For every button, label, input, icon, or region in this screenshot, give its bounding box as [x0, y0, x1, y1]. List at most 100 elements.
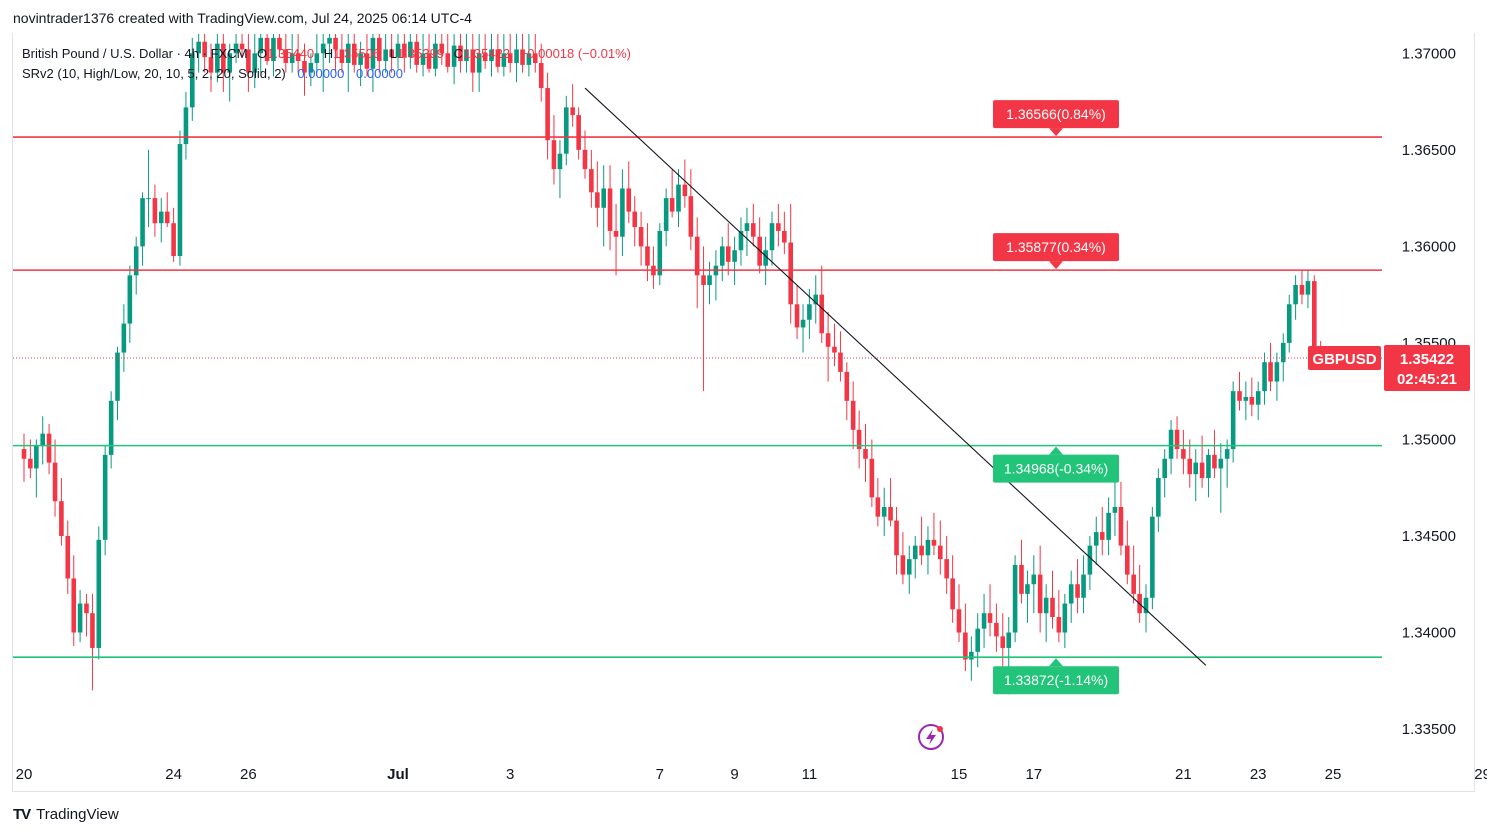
legend-open-label: O [257, 46, 268, 61]
candle-body [408, 41, 413, 58]
candle [757, 217, 762, 274]
candle-body [800, 319, 806, 328]
candle-body [377, 37, 382, 62]
candle-body [1199, 462, 1205, 479]
candle-body [881, 507, 887, 517]
candle [21, 433, 27, 482]
candle-body [526, 53, 532, 65]
candle [84, 593, 89, 637]
candle [208, 43, 214, 92]
candle-body [133, 246, 139, 276]
y-axis-tick-label: 1.36000 [1402, 238, 1456, 255]
candle-body [252, 53, 258, 73]
candle-body [551, 140, 557, 170]
lightning-icon-ring [918, 724, 944, 750]
candle [320, 34, 326, 92]
x-axis-tick-label: 11 [802, 766, 818, 783]
candle [414, 34, 419, 73]
candle-body [570, 107, 575, 116]
support-label-box [993, 454, 1119, 483]
candle-body [969, 651, 974, 660]
candle [1199, 435, 1205, 488]
candle [1019, 539, 1024, 604]
candle-body [807, 304, 812, 320]
candle-body [482, 53, 488, 62]
candle [164, 192, 170, 228]
candle-body [289, 53, 295, 63]
candle-body [495, 49, 501, 67]
candle-body [1006, 632, 1012, 648]
candle-body [938, 545, 943, 560]
candle [1218, 443, 1224, 513]
candle [127, 265, 133, 343]
candle-body [295, 53, 301, 62]
candle-body [71, 578, 77, 633]
candle-body [838, 352, 843, 372]
candle-body [439, 43, 445, 54]
candle [377, 34, 382, 73]
candle [1193, 449, 1199, 502]
candle [190, 37, 195, 121]
candle-body [994, 622, 999, 637]
candle-body [1286, 304, 1292, 343]
x-axis-tick-label: 17 [1025, 766, 1042, 783]
legend-high-label: H [323, 46, 334, 61]
candle-body [246, 49, 251, 73]
candle-body [1181, 449, 1186, 459]
candle [196, 34, 201, 73]
candle-body [1012, 564, 1018, 633]
candle-body [1243, 396, 1249, 401]
candle-body [364, 53, 370, 69]
candle [832, 323, 837, 367]
x-axis-tick-label: 29 [1474, 766, 1487, 783]
candle-body [645, 246, 650, 266]
candle-body [283, 49, 289, 63]
x-axis-tick-label: 20 [16, 766, 33, 783]
candle [912, 535, 918, 579]
candle [1274, 352, 1280, 401]
candle-body [59, 501, 64, 536]
candle-body [1156, 478, 1161, 517]
candle [146, 149, 151, 228]
lightning-icon-bolt [926, 729, 936, 745]
candle [1230, 381, 1236, 463]
candle [1174, 416, 1180, 459]
candle [1168, 420, 1174, 475]
candle [108, 391, 114, 469]
candle-body [1031, 574, 1037, 585]
candle [227, 43, 232, 102]
candle-body [65, 535, 71, 579]
candle [975, 613, 980, 668]
tradingview-footer[interactable]: TV TradingView [13, 806, 119, 823]
candle-body [1125, 545, 1130, 575]
candle-body [414, 41, 419, 65]
candle [476, 34, 482, 92]
candle-body [383, 49, 388, 62]
y-axis-tick-label: 1.36500 [1402, 142, 1456, 159]
candle [46, 423, 52, 475]
candle-body [557, 153, 563, 170]
candle-body [751, 223, 756, 237]
candle-body [1218, 458, 1224, 469]
candle [1106, 497, 1111, 556]
candle-body [1312, 281, 1317, 355]
current-price-tag [1384, 344, 1470, 391]
candle [370, 34, 376, 92]
candle [65, 520, 71, 594]
candle [239, 34, 245, 58]
candle-body [869, 458, 875, 498]
candle [289, 34, 295, 73]
candle [271, 34, 276, 77]
resistance-label-box [993, 100, 1119, 129]
legend-indicator[interactable]: SRv2 (10, High/Low, 20, 10, 5, 2, 20, So… [22, 66, 286, 81]
candle-body [202, 41, 207, 58]
candle-body [152, 198, 158, 224]
chart-frame [12, 33, 1475, 792]
candle [408, 34, 413, 69]
candle [489, 34, 494, 77]
candle-body [620, 188, 625, 237]
candle-body [794, 304, 800, 328]
legend-symbol[interactable]: British Pound / U.S. Dollar · 4h · FXCM [22, 46, 248, 61]
candle [264, 34, 270, 65]
